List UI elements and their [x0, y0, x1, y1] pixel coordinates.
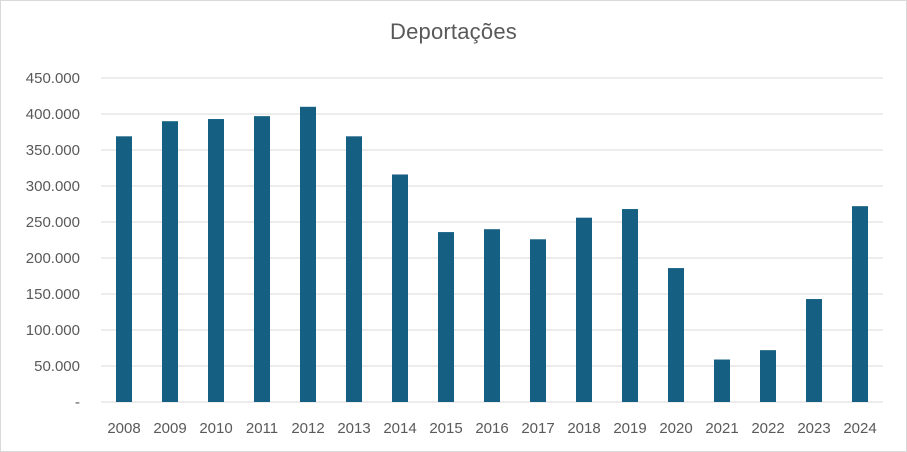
- bars: [116, 106, 868, 403]
- y-tick-label: 150.000: [26, 286, 80, 303]
- x-tick-label: 2017: [521, 420, 554, 437]
- bar-2017: [530, 239, 546, 402]
- bar-2010: [208, 119, 224, 402]
- bar-2008: [116, 136, 132, 402]
- bar-2020: [668, 268, 684, 402]
- bar-2024: [852, 206, 868, 402]
- bar-2013: [346, 136, 362, 402]
- y-tick-label: -: [75, 394, 80, 411]
- x-tick-label: 2016: [475, 420, 508, 437]
- x-tick-label: 2019: [613, 420, 646, 437]
- bar-2009: [162, 121, 178, 402]
- bar-2023: [806, 299, 822, 402]
- y-tick-label: 450.000: [26, 70, 80, 87]
- x-tick-label: 2008: [107, 420, 140, 437]
- bar-2019: [622, 209, 638, 402]
- x-tick-label: 2015: [429, 420, 462, 437]
- bar-2021: [714, 359, 730, 402]
- y-tick-label: 350.000: [26, 142, 80, 159]
- x-tick-label: 2013: [337, 420, 370, 437]
- y-tick-label: 300.000: [26, 178, 80, 195]
- y-tick-label: 100.000: [26, 322, 80, 339]
- x-tick-label: 2011: [246, 420, 278, 437]
- bar-2018: [576, 217, 592, 402]
- x-tick-label: 2023: [797, 420, 830, 437]
- bar-2012: [300, 106, 316, 403]
- x-tick-label: 2024: [843, 420, 876, 437]
- x-tick-label: 2022: [751, 420, 784, 437]
- x-tick-label: 2009: [153, 420, 186, 437]
- x-axis-labels: 2008 2009 2010 2011 2012 2013 2014 2015 2016 2017…: [107, 420, 876, 437]
- bar-2015: [438, 232, 454, 402]
- chart-title: Deportações: [390, 19, 517, 44]
- bar-2011: [254, 116, 270, 402]
- y-axis-labels: - 50.000 100.000 150.000 200.000 250.000 300.0…: [26, 70, 80, 411]
- x-tick-label: 2012: [291, 420, 324, 437]
- bar-2016: [484, 229, 500, 402]
- x-tick-label: 2021: [705, 420, 738, 437]
- x-tick-label: 2010: [199, 420, 232, 437]
- y-tick-label: 400.000: [26, 106, 80, 123]
- x-tick-label: 2020: [659, 420, 692, 437]
- y-tick-label: 50.000: [34, 358, 80, 375]
- bar-2022: [760, 350, 776, 402]
- x-tick-label: 2014: [383, 420, 416, 437]
- y-tick-label: 250.000: [26, 214, 80, 231]
- bar-2014: [392, 174, 408, 402]
- y-tick-label: 200.000: [26, 250, 80, 267]
- x-tick-label: 2018: [567, 420, 600, 437]
